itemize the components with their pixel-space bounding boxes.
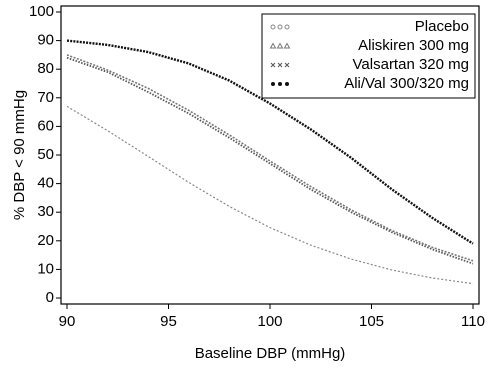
legend-symbol <box>270 62 290 68</box>
y-tick-label: 70 <box>37 89 54 106</box>
legend-marker <box>271 82 275 86</box>
x-tick-label: 100 <box>257 313 282 330</box>
y-tick-label: 90 <box>37 32 54 49</box>
y-tick-label: 80 <box>37 60 54 77</box>
legend-marker <box>283 42 291 49</box>
legend-marker <box>276 42 284 49</box>
series-line <box>66 105 474 285</box>
legend-label: Ali/Val 300/320 mg <box>344 75 469 92</box>
x-tick-label: 90 <box>59 313 76 330</box>
y-axis-label: % DBP < 90 mmHg <box>11 90 28 220</box>
y-tick-label: 50 <box>37 146 54 163</box>
series-line <box>66 56 474 265</box>
x-tick-label: 110 <box>461 313 485 330</box>
x-axis-label: Baseline DBP (mmHg) <box>195 345 346 362</box>
y-tick-label: 10 <box>37 260 54 277</box>
legend-marker <box>270 62 276 68</box>
legend-symbol <box>271 82 289 86</box>
legend-marker <box>284 62 290 68</box>
y-tick-label: 40 <box>37 175 54 192</box>
y-tick-label: 0 <box>46 289 54 306</box>
y-tick-label: 20 <box>37 232 54 249</box>
y-tick-label: 30 <box>37 203 54 220</box>
legend-box <box>261 13 476 99</box>
y-tick-label: 60 <box>37 117 54 134</box>
y-tick-label: 100 <box>29 3 54 20</box>
legend-label: Valsartan 320 mg <box>353 56 469 73</box>
legend-symbol <box>269 42 291 49</box>
legend-symbol <box>270 24 290 30</box>
x-tick-label: 105 <box>359 313 384 330</box>
legend-marker <box>269 42 277 49</box>
legend-marker <box>270 24 276 30</box>
legend-label: Aliskiren 300 mg <box>358 37 469 54</box>
series-line <box>66 39 474 245</box>
x-tick-label: 95 <box>160 313 177 330</box>
legend-marker <box>277 62 283 68</box>
legend-marker <box>284 24 290 30</box>
legend-marker <box>278 82 282 86</box>
legend-marker <box>277 24 283 30</box>
legend-marker <box>285 82 289 86</box>
legend-label: Placebo <box>415 18 469 35</box>
